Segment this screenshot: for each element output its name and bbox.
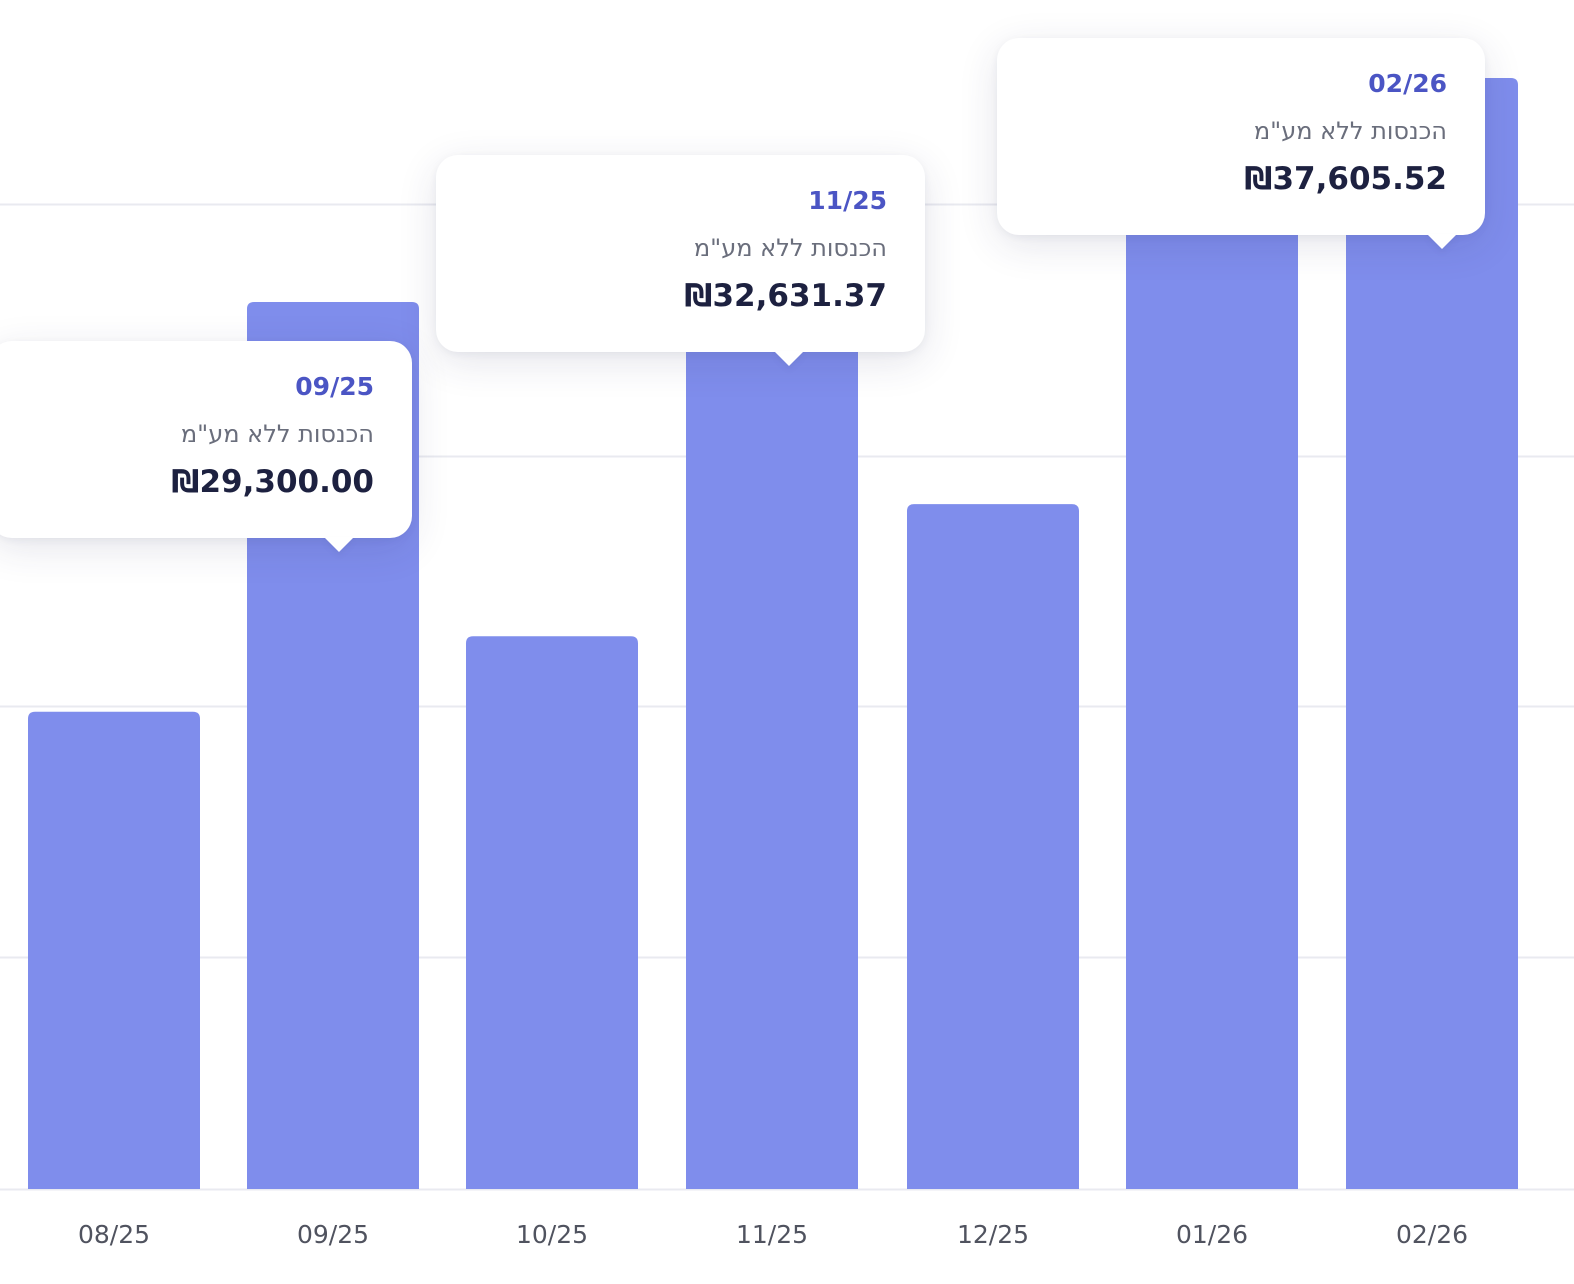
bar-08-25[interactable] — [28, 711, 200, 1189]
tooltip-date: 09/25 — [295, 372, 374, 401]
x-tick-label: 01/26 — [1176, 1220, 1248, 1249]
tooltip-value: ₪32,631.37 — [684, 278, 887, 314]
tooltip-label: הכנסות ללא מע"מ — [1253, 117, 1447, 145]
x-tick-label: 09/25 — [297, 1220, 369, 1249]
x-axis-labels: 08/25 09/25 10/25 11/25 12/25 01/26 02/26 — [78, 1220, 1468, 1249]
tooltip-11-25: 11/25 הכנסות ללא מע"מ ₪32,631.37 — [436, 155, 925, 352]
tooltip-value: ₪29,300.00 — [171, 464, 374, 500]
x-tick-label: 02/26 — [1396, 1220, 1468, 1249]
tooltip-09-25: 09/25 הכנסות ללא מע"מ ₪29,300.00 — [0, 341, 412, 538]
x-tick-label: 10/25 — [516, 1220, 588, 1249]
bar-10-25[interactable] — [466, 636, 638, 1189]
bar-02-26[interactable] — [1346, 78, 1518, 1189]
tooltip-date: 02/26 — [1368, 69, 1447, 98]
bars — [28, 78, 1518, 1190]
tooltip-label: הכנסות ללא מע"מ — [693, 234, 887, 262]
x-tick-label: 08/25 — [78, 1220, 150, 1249]
tooltip-date: 11/25 — [808, 186, 887, 215]
bar-01-26[interactable] — [1126, 219, 1298, 1189]
x-tick-label: 11/25 — [736, 1220, 808, 1249]
bar-12-25[interactable] — [907, 504, 1079, 1189]
tooltip-value: ₪37,605.52 — [1244, 161, 1447, 197]
tooltip-02-26: 02/26 הכנסות ללא מע"מ ₪37,605.52 — [997, 38, 1485, 235]
x-tick-label: 12/25 — [957, 1220, 1029, 1249]
tooltip-label: הכנסות ללא מע"מ — [180, 420, 374, 448]
bar-11-25[interactable] — [686, 212, 858, 1190]
